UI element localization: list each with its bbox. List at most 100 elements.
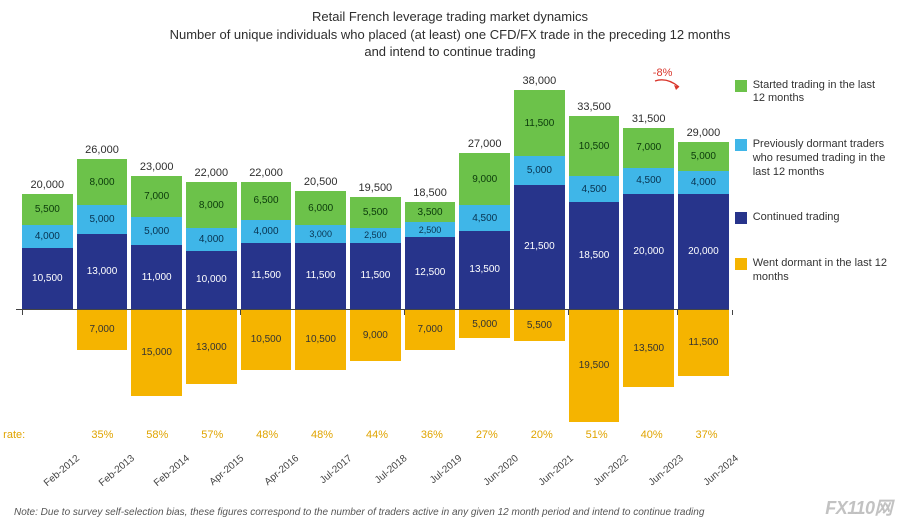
bar-total-label: 23,000 — [131, 161, 182, 173]
bar-col: 20,0004,5007,00031,500 — [623, 128, 674, 309]
x-axis-label: Jun-2024 — [681, 447, 732, 458]
bar-seg-dormant: 19,500 — [569, 310, 620, 422]
bar-total-label: 29,000 — [678, 127, 729, 139]
x-axis-labels: Feb-2012Feb-2013Feb-2014Apr-2015Apr-2016… — [22, 447, 732, 458]
title-line-3: and intend to continue trading — [12, 43, 888, 61]
dormancy-rate-cell: 40% — [626, 429, 677, 441]
legend-label: Previously dormant traders who resumed t… — [753, 138, 888, 179]
bar-seg-resumed: 2,500 — [350, 228, 401, 242]
bar-seg-resumed: 4,500 — [459, 205, 510, 231]
bar-col-neg: 19,500 — [569, 310, 620, 422]
bar-col: 11,0005,0007,00023,000 — [131, 176, 182, 308]
bar-col-neg: 11,500 — [678, 310, 729, 376]
x-axis-label: Jun-2023 — [626, 447, 677, 458]
bar-seg-resumed: 4,000 — [241, 220, 292, 243]
x-axis-label: Jun-2020 — [461, 447, 512, 458]
bar-col: 11,5002,5005,50019,500 — [350, 197, 401, 309]
legend-item-resumed: Previously dormant traders who resumed t… — [735, 138, 888, 179]
bar-col: 20,0004,0005,00029,000 — [678, 142, 729, 309]
bar-seg-started: 3,500 — [405, 202, 456, 222]
bar-col-neg: 13,000 — [186, 310, 237, 385]
bar-total-label: 19,500 — [350, 182, 401, 194]
legend-label: Went dormant in the last 12 months — [753, 257, 888, 285]
bar-col: 12,5002,5003,50018,500 — [405, 202, 456, 308]
chart-title: Retail French leverage trading market dy… — [12, 8, 888, 61]
x-axis-label: Feb-2013 — [77, 447, 128, 458]
legend-swatch — [735, 139, 747, 151]
bar-col-neg: 13,500 — [623, 310, 674, 388]
bar-col: 21,5005,00011,50038,000 — [514, 90, 565, 309]
bar-seg-resumed: 5,000 — [514, 156, 565, 185]
bar-seg-started: 7,000 — [623, 128, 674, 168]
bar-total-label: 22,000 — [186, 167, 237, 179]
dormancy-rate-cell: 58% — [132, 429, 183, 441]
bar-total-label: 26,000 — [77, 144, 128, 156]
bar-seg-dormant: 13,500 — [623, 310, 674, 388]
bar-seg-continued: 18,500 — [569, 202, 620, 308]
bar-col: 10,0004,0008,00022,000 — [186, 182, 237, 309]
bar-total-label: 20,000 — [22, 179, 73, 191]
bar-seg-resumed: 2,500 — [405, 222, 456, 236]
bar-col: 11,5003,0006,00020,500 — [295, 191, 346, 309]
dormancy-rate-cell — [22, 429, 73, 441]
bar-seg-dormant: 11,500 — [678, 310, 729, 376]
bar-col: 11,5004,0006,50022,000 — [241, 182, 292, 309]
bar-seg-started: 6,000 — [295, 191, 346, 226]
bar-col-neg: 5,000 — [459, 310, 510, 339]
bar-seg-started: 7,000 — [131, 176, 182, 216]
bar-seg-continued: 12,500 — [405, 237, 456, 309]
bar-seg-continued: 13,500 — [459, 231, 510, 309]
dormancy-rate-cell: 48% — [242, 429, 293, 441]
legend-label: Started trading in the last 12 months — [753, 79, 888, 107]
bar-col-neg: 10,500 — [241, 310, 292, 370]
x-axis-label: Jul-2019 — [406, 447, 457, 458]
bars-region: 10,5004,0005,50020,00013,0005,0008,00026… — [12, 67, 729, 457]
footnote: Note: Due to survey self-selection bias,… — [14, 507, 704, 518]
bar-col-neg: 15,000 — [131, 310, 182, 396]
bar-seg-continued: 11,500 — [350, 243, 401, 309]
bar-col: 18,5004,50010,50033,500 — [569, 116, 620, 309]
bar-col-neg: 9,000 — [350, 310, 401, 362]
bar-seg-resumed: 4,000 — [678, 171, 729, 194]
bar-col-neg: 10,500 — [295, 310, 346, 370]
bar-seg-dormant: 15,000 — [131, 310, 182, 396]
legend-label: Continued trading — [753, 211, 840, 225]
x-axis-label: Jul-2018 — [352, 447, 403, 458]
bar-seg-continued: 20,000 — [623, 194, 674, 309]
bar-seg-started: 6,500 — [241, 182, 292, 219]
x-axis-label: Feb-2012 — [22, 447, 73, 458]
legend-item-dormant: Went dormant in the last 12 months — [735, 257, 888, 285]
bar-total-label: 18,500 — [405, 187, 456, 199]
dormancy-rate-cell: 37% — [681, 429, 732, 441]
bar-seg-continued: 20,000 — [678, 194, 729, 309]
bar-seg-continued: 10,500 — [22, 248, 73, 308]
bar-total-label: 33,500 — [569, 101, 620, 113]
bar-seg-resumed: 4,500 — [569, 176, 620, 202]
bar-seg-started: 5,000 — [678, 142, 729, 171]
bar-total-label: 31,500 — [623, 113, 674, 125]
x-axis-label: Apr-2016 — [242, 447, 293, 458]
bar-col: 10,5004,0005,50020,000 — [22, 194, 73, 309]
bars-up-row: 10,5004,0005,50020,00013,0005,0008,00026… — [22, 90, 729, 309]
bar-seg-started: 8,000 — [77, 159, 128, 205]
bar-total-label: 20,500 — [295, 176, 346, 188]
title-line-1: Retail French leverage trading market dy… — [12, 8, 888, 26]
chart-container: Retail French leverage trading market dy… — [0, 0, 900, 522]
dormancy-rate-cell: 44% — [352, 429, 403, 441]
x-axis-label: Jun-2021 — [516, 447, 567, 458]
watermark: FX110网 — [825, 494, 892, 520]
bar-seg-started: 8,000 — [186, 182, 237, 228]
bar-col: 13,0005,0008,00026,000 — [77, 159, 128, 309]
bar-seg-resumed: 5,000 — [77, 205, 128, 234]
bar-seg-dormant: 7,000 — [77, 310, 128, 350]
bar-seg-resumed: 5,000 — [131, 217, 182, 246]
bars-down-row: 7,00015,00013,00010,50010,5009,0007,0005… — [22, 310, 729, 422]
bar-col-neg: 5,500 — [514, 310, 565, 342]
dormancy-rate-cell: 48% — [297, 429, 348, 441]
bar-seg-resumed: 4,000 — [186, 228, 237, 251]
bar-seg-started: 11,500 — [514, 90, 565, 156]
bar-seg-started: 10,500 — [569, 116, 620, 176]
dormancy-rate-cell: 57% — [187, 429, 238, 441]
dormancy-rate-cell: 51% — [571, 429, 622, 441]
bar-seg-dormant: 13,000 — [186, 310, 237, 385]
